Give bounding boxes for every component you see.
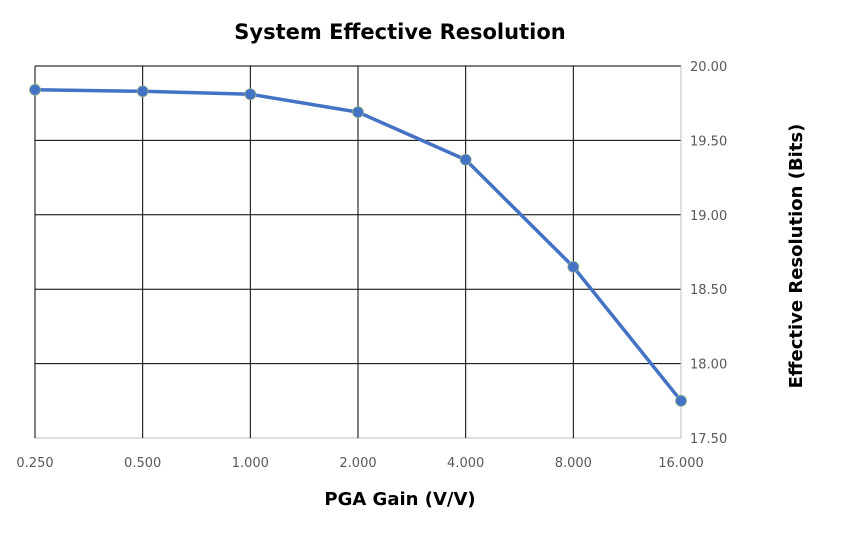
y-tick-label: 18.50 bbox=[690, 283, 727, 298]
y-tick-label: 19.00 bbox=[690, 209, 727, 224]
x-tick-label: 8.000 bbox=[555, 456, 592, 471]
x-tick-label: 1.000 bbox=[232, 456, 269, 471]
x-tick-label: 16.000 bbox=[658, 456, 704, 471]
y-tick-label: 17.50 bbox=[690, 432, 727, 447]
gridlines bbox=[34, 65, 682, 439]
y-tick-label: 19.50 bbox=[690, 134, 727, 149]
tick-labels: 17.50 18.00 18.50 19.00 19.50 20.00 0.250 0.500… bbox=[16, 60, 727, 471]
y-tick-label: 18.00 bbox=[690, 358, 727, 373]
data-point-marker bbox=[29, 83, 41, 96]
data-point-marker bbox=[136, 85, 149, 98]
data-point-marker bbox=[567, 260, 580, 273]
x-tick-label: 4.000 bbox=[447, 456, 484, 471]
x-tick-label: 2.000 bbox=[339, 456, 376, 471]
y-tick-label: 20.00 bbox=[690, 60, 727, 75]
data-point-marker bbox=[244, 88, 257, 101]
series-line bbox=[29, 83, 687, 407]
chart-title: System Effective Resolution bbox=[234, 20, 565, 44]
x-axis-label: PGA Gain (V/V) bbox=[324, 489, 475, 510]
data-point-marker bbox=[459, 153, 472, 166]
data-point-marker bbox=[352, 106, 364, 119]
y-axis-label: Effective Resolution (Bits) bbox=[786, 124, 807, 389]
data-point-marker bbox=[675, 394, 687, 407]
x-tick-label: 0.500 bbox=[124, 456, 161, 471]
x-tick-label: 0.250 bbox=[16, 456, 53, 471]
